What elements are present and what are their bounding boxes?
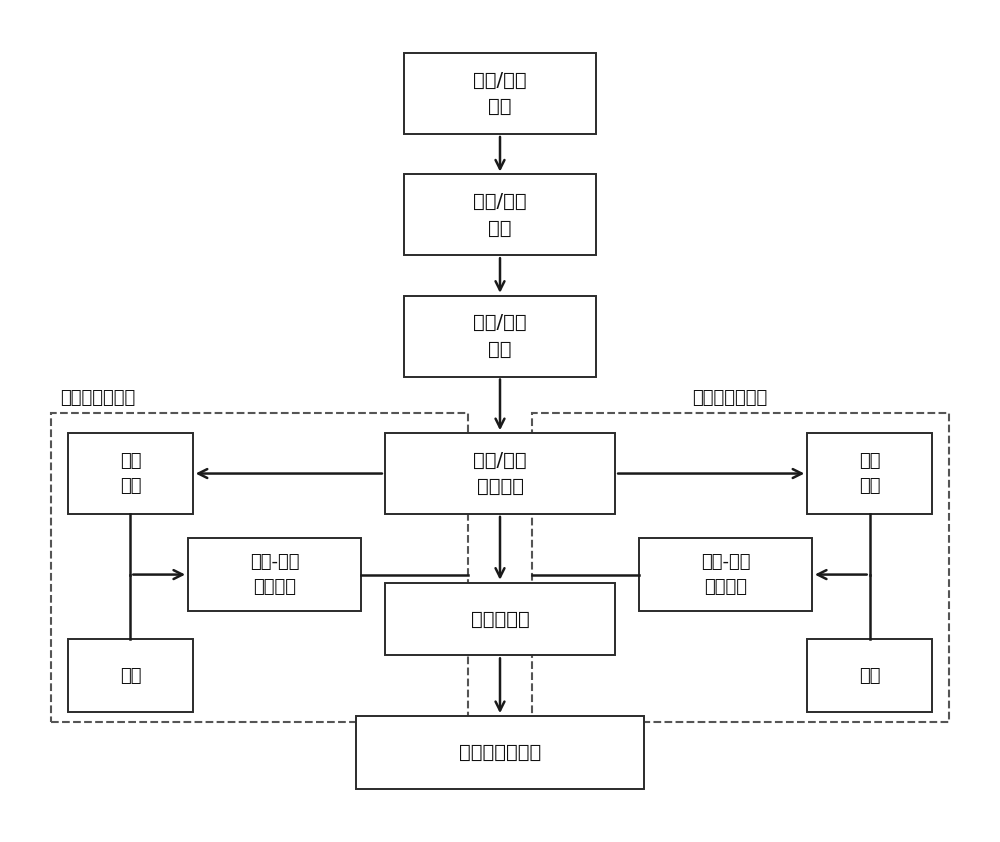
Bar bbox=[385, 433, 615, 514]
Bar bbox=[807, 639, 932, 712]
Bar bbox=[188, 538, 361, 611]
Text: 负极-隔膜
热压复合: 负极-隔膜 热压复合 bbox=[701, 553, 750, 596]
Text: 正极-隔膜
热压复合: 正极-隔膜 热压复合 bbox=[250, 553, 299, 596]
Bar bbox=[404, 296, 596, 376]
Text: 注液化成及分容: 注液化成及分容 bbox=[459, 743, 541, 762]
Bar bbox=[532, 413, 949, 722]
Bar bbox=[807, 433, 932, 514]
Bar bbox=[385, 583, 615, 655]
Text: 正极/负极
涂布: 正极/负极 涂布 bbox=[473, 192, 527, 237]
Text: 负极与隔膜复合: 负极与隔膜复合 bbox=[692, 389, 767, 408]
Text: 正极/负极
分切: 正极/负极 分切 bbox=[473, 313, 527, 359]
Text: 正极/负极
合浆: 正极/负极 合浆 bbox=[473, 71, 527, 116]
Bar bbox=[356, 716, 644, 789]
Bar bbox=[51, 413, 468, 722]
Text: 隔膜: 隔膜 bbox=[120, 667, 141, 685]
Bar bbox=[404, 174, 596, 255]
Text: 隔膜: 隔膜 bbox=[859, 667, 880, 685]
Text: 正极与隔膜复合: 正极与隔膜复合 bbox=[60, 389, 136, 408]
Text: 正极
辊压: 正极 辊压 bbox=[120, 452, 141, 495]
Bar bbox=[404, 53, 596, 134]
Bar bbox=[68, 639, 193, 712]
Bar bbox=[639, 538, 812, 611]
Text: 负极
辊压: 负极 辊压 bbox=[859, 452, 880, 495]
Text: 正极/负极
极耳制作: 正极/负极 极耳制作 bbox=[473, 450, 527, 496]
Text: 卷绕、组装: 卷绕、组装 bbox=[471, 610, 529, 628]
Bar bbox=[68, 433, 193, 514]
